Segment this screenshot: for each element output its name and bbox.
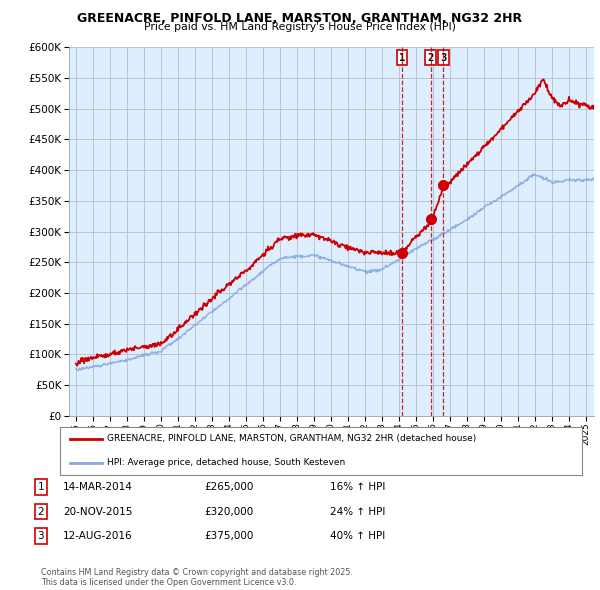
Text: GREENACRE, PINFOLD LANE, MARSTON, GRANTHAM, NG32 2HR (detached house): GREENACRE, PINFOLD LANE, MARSTON, GRANTH… — [107, 434, 476, 443]
Text: 24% ↑ HPI: 24% ↑ HPI — [330, 507, 385, 516]
Text: £375,000: £375,000 — [204, 532, 253, 541]
Text: 2: 2 — [428, 53, 434, 63]
Text: 1: 1 — [399, 53, 405, 63]
Text: 20-NOV-2015: 20-NOV-2015 — [63, 507, 133, 516]
Text: 2: 2 — [37, 507, 44, 516]
Text: £320,000: £320,000 — [204, 507, 253, 516]
Text: 1: 1 — [37, 482, 44, 491]
Text: Contains HM Land Registry data © Crown copyright and database right 2025.
This d: Contains HM Land Registry data © Crown c… — [41, 568, 353, 587]
Text: 3: 3 — [37, 532, 44, 541]
Text: 3: 3 — [440, 53, 446, 63]
Text: 16% ↑ HPI: 16% ↑ HPI — [330, 482, 385, 491]
Text: 14-MAR-2014: 14-MAR-2014 — [63, 482, 133, 491]
Text: GREENACRE, PINFOLD LANE, MARSTON, GRANTHAM, NG32 2HR: GREENACRE, PINFOLD LANE, MARSTON, GRANTH… — [77, 12, 523, 25]
Text: Price paid vs. HM Land Registry's House Price Index (HPI): Price paid vs. HM Land Registry's House … — [144, 22, 456, 32]
Text: 40% ↑ HPI: 40% ↑ HPI — [330, 532, 385, 541]
Text: £265,000: £265,000 — [204, 482, 253, 491]
Text: HPI: Average price, detached house, South Kesteven: HPI: Average price, detached house, Sout… — [107, 458, 345, 467]
Text: 12-AUG-2016: 12-AUG-2016 — [63, 532, 133, 541]
